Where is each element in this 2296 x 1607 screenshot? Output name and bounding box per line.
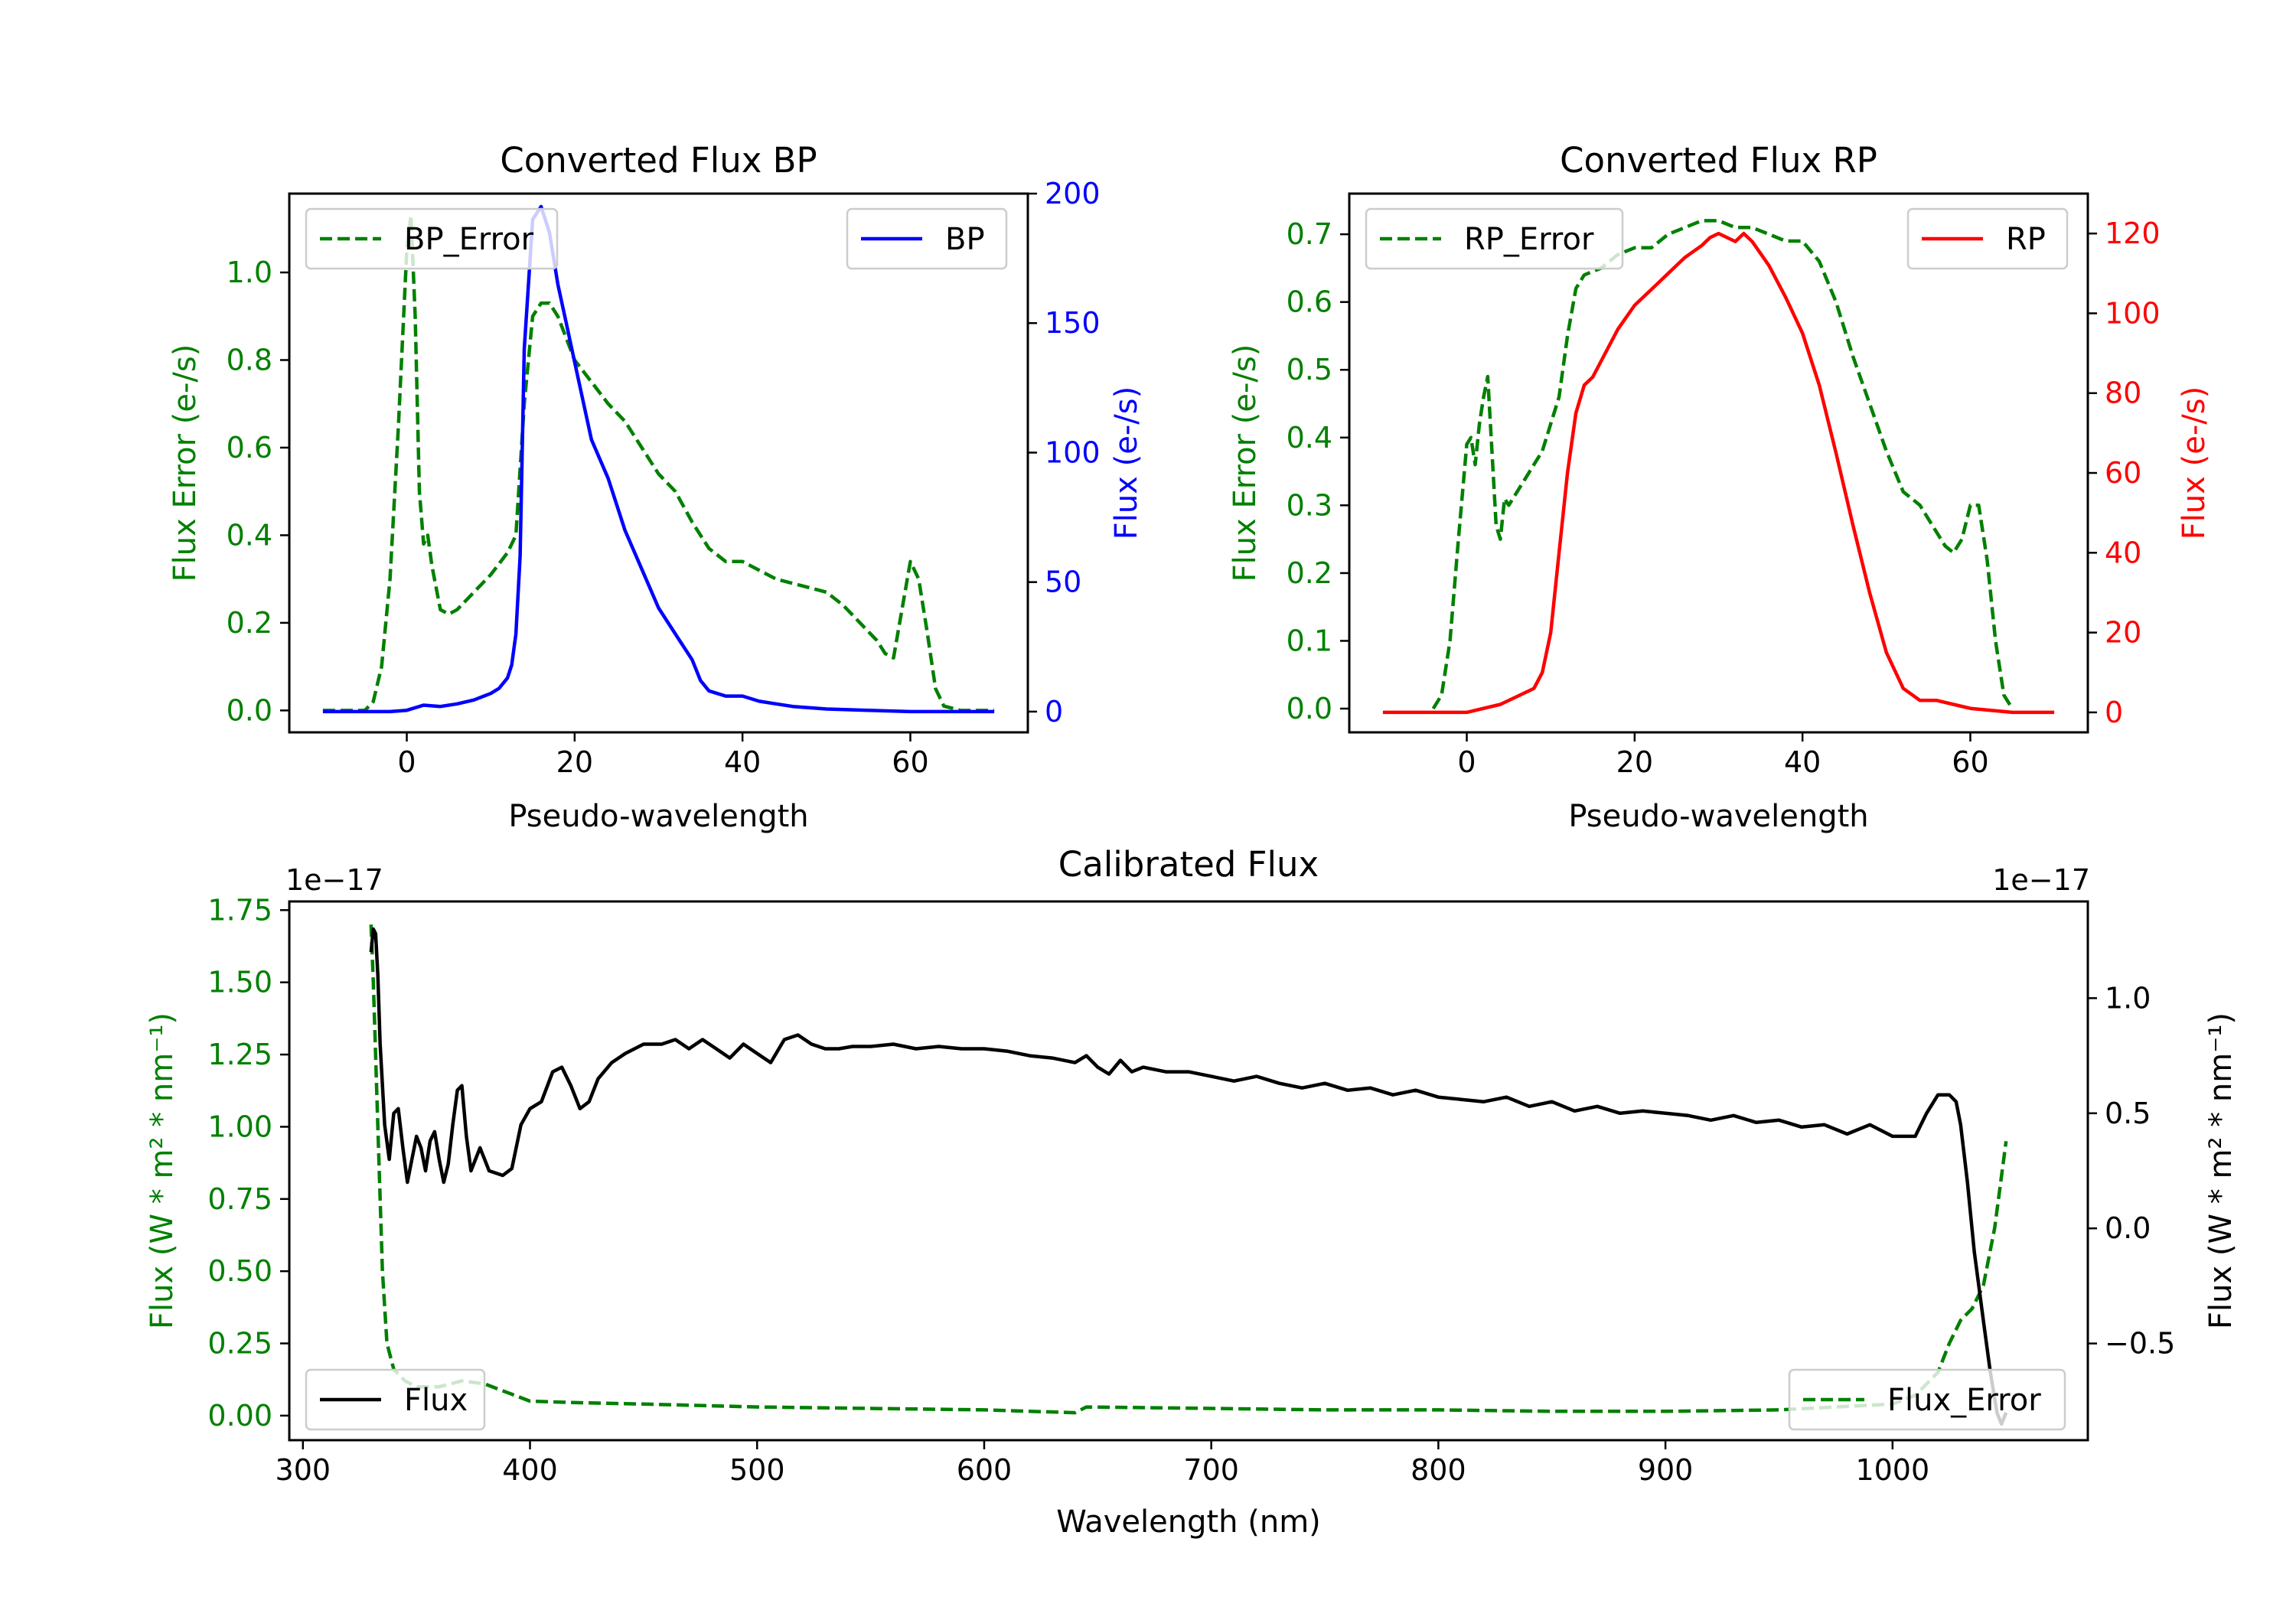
y-left-tick-label: 0.2 xyxy=(1287,556,1332,590)
x-tick-label: 40 xyxy=(1784,745,1821,779)
series-flux-line xyxy=(369,927,2008,1426)
y-right-tick-label: 50 xyxy=(1045,566,1081,599)
y-left-tick-label: 0.75 xyxy=(207,1182,272,1216)
y-left-tick-label: 0.50 xyxy=(207,1254,272,1288)
y-left-axis-label: Flux Error (e-/s) xyxy=(1228,344,1263,582)
legend-label: RP_Error xyxy=(1464,222,1594,257)
y-right-tick-label: 1.0 xyxy=(2105,981,2151,1015)
y-right-tick-label: 0 xyxy=(1045,695,1063,729)
legend-box xyxy=(846,207,1008,270)
y-left-tick-label: 0.0 xyxy=(1287,692,1332,725)
y-left-tick-label: 0.25 xyxy=(207,1327,272,1361)
y-left-tick-label: 1.50 xyxy=(207,966,272,999)
y-left-tick-label: 0.3 xyxy=(1287,488,1332,522)
x-tick-label: 1000 xyxy=(1855,1453,1929,1487)
chart-title: Calibrated Flux xyxy=(1058,844,1319,885)
x-tick-label: 300 xyxy=(276,1453,331,1487)
y-left-axis-label: Flux Error (e-/s) xyxy=(168,344,203,582)
legend-label: Flux_Error xyxy=(1887,1383,2041,1418)
legend-label: RP xyxy=(2006,222,2046,257)
legend-box xyxy=(305,207,559,270)
y-left-tick-label: 0.4 xyxy=(227,518,272,552)
series-rp-line xyxy=(1382,231,2055,715)
y-left-axis-label: Flux (W * m² * nm⁻¹) xyxy=(145,1012,180,1329)
x-tick-label: 20 xyxy=(556,745,593,779)
y-right-tick-label: 0.0 xyxy=(2105,1211,2151,1245)
y-right-tick-label: 20 xyxy=(2105,616,2141,650)
y-left-tick-label: 0.00 xyxy=(207,1399,272,1433)
legend-box xyxy=(305,1368,486,1431)
x-tick-label: 900 xyxy=(1638,1453,1694,1487)
axes-frame xyxy=(288,900,2089,1442)
y-left-tick-label: 0.5 xyxy=(1287,353,1332,386)
x-tick-label: 800 xyxy=(1411,1453,1466,1487)
y-left-tick-label: 1.25 xyxy=(207,1038,272,1071)
y-right-tick-label: 200 xyxy=(1045,177,1101,210)
legend-label: Flux xyxy=(404,1383,468,1418)
legend-label: BP xyxy=(945,222,985,257)
x-tick-label: 700 xyxy=(1183,1453,1239,1487)
x-tick-label: 40 xyxy=(724,745,761,779)
y-right-axis-label: Flux (e-/s) xyxy=(2177,386,2212,539)
x-tick-label: 0 xyxy=(1457,745,1476,779)
series-bp-error-line xyxy=(322,214,995,712)
y-right-tick-label: 40 xyxy=(2105,536,2141,569)
legend-box xyxy=(1365,207,1624,270)
y-left-tick-label: 0.4 xyxy=(1287,421,1332,455)
y-right-axis-label: Flux (W * m² * nm⁻¹) xyxy=(2203,1012,2239,1329)
legend-box xyxy=(1906,207,2069,270)
axes-frame xyxy=(288,192,1029,734)
y-left-tick-label: 0.2 xyxy=(227,606,272,640)
y-right-tick-label: 100 xyxy=(1045,435,1101,469)
y-left-tick-label: 0.1 xyxy=(1287,624,1332,657)
legend-box xyxy=(1788,1368,2066,1431)
y-left-tick-label: 0.6 xyxy=(227,431,272,464)
x-axis-label: Pseudo-wavelength xyxy=(1568,799,1868,834)
y-right-tick-label: 80 xyxy=(2105,376,2141,410)
x-tick-label: 500 xyxy=(729,1453,785,1487)
y-right-tick-label: 0.5 xyxy=(2105,1097,2151,1130)
y-left-tick-label: 1.0 xyxy=(227,256,272,289)
chart-title: Converted Flux RP xyxy=(1560,140,1877,181)
y-left-tick-label: 1.75 xyxy=(207,893,272,927)
y-left-tick-label: 0.7 xyxy=(1287,217,1332,251)
series-flux-error-line xyxy=(369,924,2008,1415)
series-rp-error-line xyxy=(1431,219,2014,710)
x-axis-label: Wavelength (nm) xyxy=(1056,1504,1321,1540)
y-right-tick-label: 60 xyxy=(2105,456,2141,490)
y-right-offset-label: 1e−17 xyxy=(1992,863,2090,897)
y-left-tick-label: 0.6 xyxy=(1287,285,1332,319)
chart-title: Converted Flux BP xyxy=(500,140,817,181)
y-left-tick-label: 0.0 xyxy=(227,693,272,727)
x-tick-label: 0 xyxy=(397,745,416,779)
y-left-tick-label: 0.8 xyxy=(227,343,272,376)
x-tick-label: 400 xyxy=(502,1453,558,1487)
x-tick-label: 600 xyxy=(957,1453,1013,1487)
y-right-axis-label: Flux (e-/s) xyxy=(1109,386,1144,539)
y-right-tick-label: 0 xyxy=(2105,696,2123,729)
axes-frame xyxy=(1348,192,2089,734)
y-right-tick-label: 120 xyxy=(2105,217,2161,250)
y-left-offset-label: 1e−17 xyxy=(285,863,383,897)
legend-label: BP_Error xyxy=(404,222,534,257)
y-right-tick-label: −0.5 xyxy=(2105,1327,2175,1361)
y-right-tick-label: 100 xyxy=(2105,296,2161,330)
y-left-tick-label: 1.00 xyxy=(207,1110,272,1143)
x-tick-label: 20 xyxy=(1616,745,1653,779)
y-right-tick-label: 150 xyxy=(1045,306,1101,340)
x-axis-label: Pseudo-wavelength xyxy=(508,799,808,834)
x-tick-label: 60 xyxy=(892,745,928,779)
x-tick-label: 60 xyxy=(1952,745,1988,779)
series-bp-line xyxy=(322,204,995,714)
